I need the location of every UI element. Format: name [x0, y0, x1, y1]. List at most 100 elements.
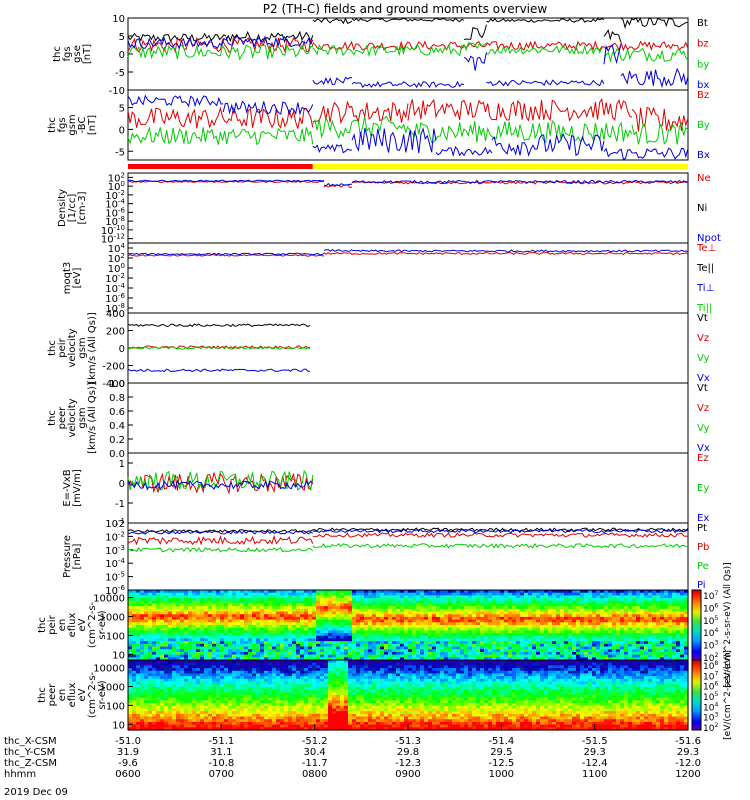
spectrogram-cell — [152, 635, 157, 640]
spectrogram-cell — [444, 611, 449, 615]
spectrogram-cell — [452, 608, 457, 613]
spectrogram-cell — [136, 603, 141, 607]
spectrogram-cell — [608, 619, 613, 623]
spectrogram-cell — [344, 608, 349, 613]
spectrogram-cell — [352, 651, 357, 656]
spectrogram-cell — [636, 651, 641, 656]
spectrogram-cell — [324, 654, 329, 658]
spectrogram-cell — [208, 598, 213, 602]
spectrogram-cell — [196, 713, 201, 718]
spectrogram-cell — [416, 643, 421, 648]
spectrogram-cell — [648, 622, 653, 626]
spectrogram-cell — [128, 703, 133, 707]
spectrogram-cell — [480, 627, 485, 631]
spectrogram-cell — [264, 608, 269, 613]
spectrogram-cell — [232, 662, 237, 666]
spectrogram-cell — [156, 603, 161, 607]
spectrogram-cell — [464, 625, 469, 629]
spectrogram-cell — [128, 700, 133, 704]
spectrogram-cell — [228, 670, 233, 675]
spectrogram-cell — [512, 606, 517, 610]
spectrogram-cell — [200, 630, 205, 634]
spectrogram-cell — [340, 592, 345, 596]
y-tick-label: -400 — [102, 379, 125, 390]
spectrogram-cell — [172, 603, 177, 607]
spectrogram-cell — [136, 684, 141, 688]
spectrogram-cell — [628, 625, 633, 629]
spectrogram-cell — [216, 649, 221, 653]
spectrogram-cell — [268, 660, 273, 664]
spectrogram-cell — [212, 703, 217, 707]
spectrogram-cell — [340, 649, 345, 653]
spectrogram-cell — [676, 590, 681, 594]
spectrogram-cell — [580, 654, 585, 658]
spectrogram-cell — [456, 592, 461, 596]
spectrogram-cell — [496, 643, 501, 648]
spectrogram-cell — [504, 598, 509, 602]
spectrogram-cell — [500, 592, 505, 596]
spectrogram-cell — [644, 616, 649, 621]
spectrogram-cell — [220, 721, 225, 726]
spectrogram-cell — [168, 705, 173, 710]
spectrogram-cell — [404, 595, 409, 599]
spectrogram-cell — [676, 614, 681, 618]
spectrogram-cell — [356, 595, 361, 599]
spectrogram-cell — [180, 686, 185, 691]
spectrogram-cell — [512, 643, 517, 648]
spectrogram-cell — [168, 641, 173, 645]
spectrogram-cell — [652, 635, 657, 640]
spectrogram-cell — [252, 630, 257, 634]
spectrogram-cell — [284, 635, 289, 640]
spectrogram-cell — [196, 616, 201, 621]
spectrogram-cell — [352, 619, 357, 623]
spectrogram-cell — [492, 630, 497, 634]
spectrogram-cell — [680, 603, 685, 607]
spectrogram-cell — [248, 630, 253, 634]
spectrogram-cell — [400, 614, 405, 618]
spectrogram-cell — [304, 606, 309, 610]
spectrogram-cell — [584, 595, 589, 599]
spectrogram-cell — [284, 721, 289, 726]
spectrogram-cell — [280, 713, 285, 718]
spectrogram-cell — [196, 673, 201, 677]
spectrogram-cell — [184, 673, 189, 677]
spectrogram-cell — [460, 598, 465, 602]
spectrogram-cell — [536, 603, 541, 607]
spectrogram-cell — [640, 622, 645, 626]
spectrogram-cell — [128, 633, 133, 637]
spectrogram-cell — [544, 600, 549, 605]
spectrogram-cell — [236, 616, 241, 621]
spectrogram-cell — [568, 606, 573, 610]
spectrogram-cell — [144, 697, 149, 701]
spectrogram-cell — [188, 705, 193, 710]
spectrogram-cell — [156, 635, 161, 640]
spectrogram-cell — [680, 592, 685, 596]
spectrogram-cell — [152, 633, 157, 637]
spectrogram-cell — [408, 630, 413, 634]
spectrogram-cell — [492, 592, 497, 596]
spectrogram-cell — [136, 622, 141, 626]
spectrogram-cell — [464, 592, 469, 596]
spectrogram-cell — [620, 606, 625, 610]
spectrogram-cell — [296, 606, 301, 610]
spectrogram-cell — [616, 641, 621, 645]
spectrogram-cell — [276, 724, 281, 728]
spectrogram-cell — [168, 662, 173, 666]
spectrogram-cell — [484, 614, 489, 618]
spectrogram-cell — [156, 673, 161, 677]
spectrogram-cell — [140, 600, 145, 605]
spectrogram-cell — [188, 665, 193, 669]
spectrogram-cell — [604, 595, 609, 599]
spectrogram-cell — [272, 668, 277, 672]
spectrogram-cell — [260, 721, 265, 726]
spectrogram-cell — [388, 643, 393, 648]
spectrogram-cell — [132, 721, 137, 726]
spectrogram-cell — [612, 598, 617, 602]
spectrogram-cell — [444, 590, 449, 594]
spectrogram-cell — [668, 614, 673, 618]
spectrogram-cell — [480, 635, 485, 640]
spectrogram-cell — [584, 606, 589, 610]
spectrogram-cell — [684, 625, 689, 629]
spectrogram-cell — [644, 657, 649, 661]
spectrogram-cell — [620, 614, 625, 618]
